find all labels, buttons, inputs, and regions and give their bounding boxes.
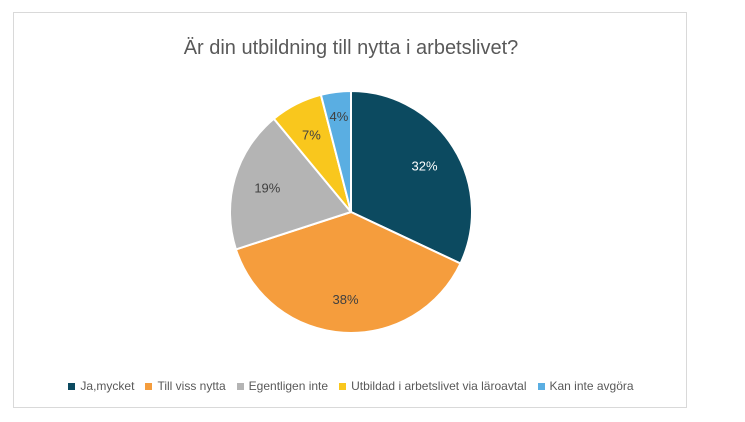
legend: Ja,mycket Till viss nytta Egentligen inte U… (14, 379, 688, 393)
legend-item-2: Till viss nytta (145, 379, 226, 393)
legend-swatch-3 (236, 382, 244, 390)
legend-swatch-5 (537, 382, 545, 390)
pie-chart: 32% 38% 19% 7% 4% (229, 89, 473, 334)
legend-label-4: Utbildad i arbetslivet via läroavtal (351, 379, 527, 393)
legend-label-1: Ja,mycket (80, 379, 135, 393)
pie-slice-2 (234, 210, 462, 334)
legend-item-4: Utbildad i arbetslivet via läroavtal (339, 379, 527, 393)
slice-label-3: 19% (254, 181, 280, 196)
legend-swatch-1 (68, 382, 76, 390)
slice-label-1: 32% (412, 158, 438, 173)
pie-slice-1 (350, 89, 473, 265)
legend-label-2: Till viss nytta (157, 379, 226, 393)
slice-label-2: 38% (333, 292, 359, 307)
slice-label-5: 4% (329, 109, 348, 124)
pie-slice-5 (319, 89, 352, 213)
legend-label-3: Egentligen inte (248, 379, 329, 393)
legend-item-3: Egentligen inte (236, 379, 329, 393)
legend-item-5: Kan inte avgöra (537, 379, 634, 393)
pie-slice-3 (229, 117, 353, 251)
legend-swatch-4 (339, 382, 347, 390)
legend-label-5: Kan inte avgöra (549, 379, 634, 393)
chart-area: Är din utbildning till nytta i arbetsliv… (13, 12, 687, 408)
legend-item-1: Ja,mycket (68, 379, 134, 393)
legend-swatch-2 (145, 382, 153, 390)
chart-title: Är din utbildning till nytta i arbetsliv… (183, 37, 519, 59)
slice-label-4: 7% (302, 127, 321, 142)
